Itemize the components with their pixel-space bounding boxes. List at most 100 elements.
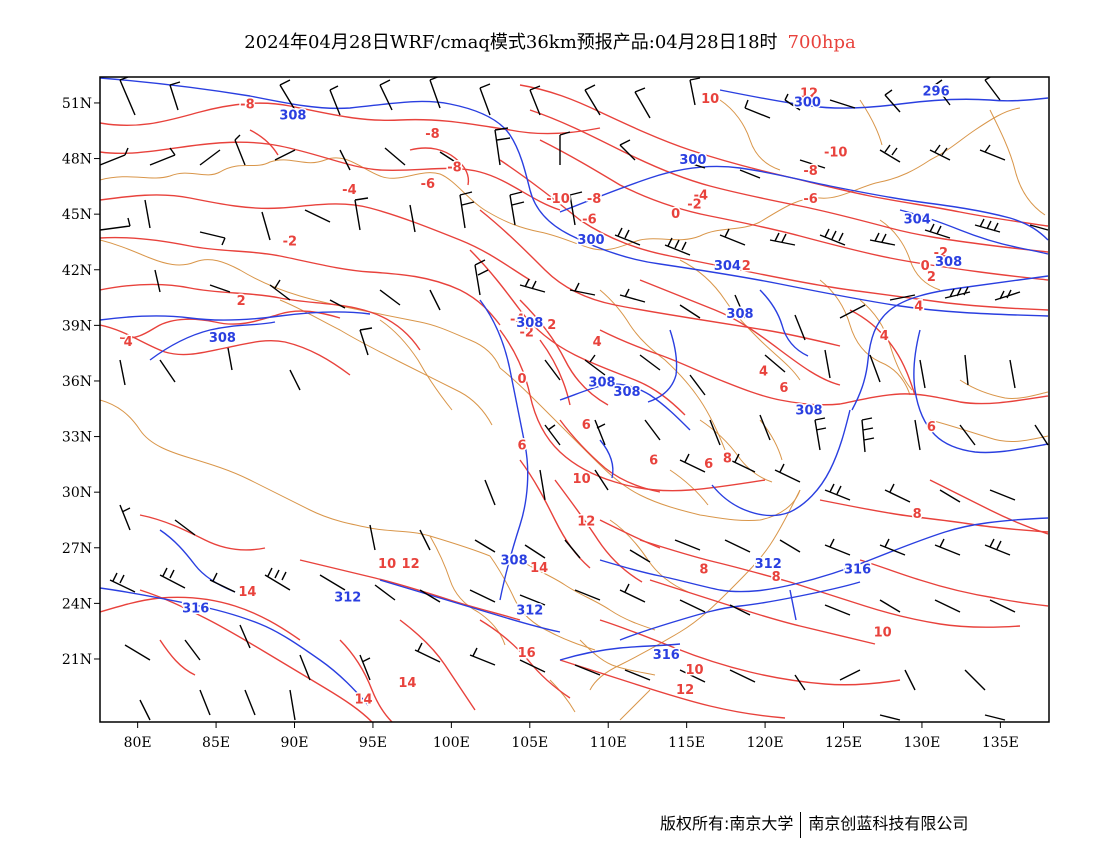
height-contour-label: 300 (679, 153, 706, 168)
temperature-contour-label: 8 (772, 570, 781, 585)
height-contour-label: 312 (334, 591, 361, 606)
height-contour-label: 312 (755, 557, 782, 572)
temperature-contour-label: 10 (701, 92, 719, 107)
map-background (100, 77, 1049, 722)
x-tick-label: 125E (825, 735, 862, 751)
height-contour-label: 308 (935, 255, 962, 270)
temperature-contour-label: 14 (530, 561, 548, 576)
plot-frame (99, 76, 1050, 723)
temperature-contour-label: 4 (759, 364, 768, 379)
x-tick-label: 135E (982, 735, 1019, 751)
temperature-contour-label: 2 (547, 318, 556, 333)
temperature-contour-label: 8 (913, 507, 922, 522)
temperature-contour-label: 12 (676, 683, 694, 698)
temperature-contour-label: -10 (546, 192, 570, 207)
wind-barbs (100, 77, 1049, 721)
y-tick-label: 36N (62, 374, 92, 390)
height-contour-label: 308 (613, 385, 640, 400)
temperature-contour-label: -6 (421, 177, 435, 192)
height-contour-label: 308 (501, 554, 528, 569)
y-axis: 51N 48N 45N 42N 39N 36N 33N 30N 27N 24N 21N (62, 96, 100, 668)
temperature-contour-label: 16 (518, 646, 536, 661)
temperature-contour-label: 14 (354, 693, 372, 708)
temperature-contour-label: 8 (723, 452, 732, 467)
temperature-contour-label: 12 (402, 557, 420, 572)
temperature-contour-label: 10 (685, 663, 703, 678)
height-contours (100, 77, 1049, 706)
y-tick-label: 39N (62, 318, 92, 334)
x-axis: 80E 85E 90E 95E 100E 105E 110E 115E 120E 125E 130E… (124, 722, 1019, 751)
temperature-contour-label: -2 (283, 235, 297, 250)
temperature-contour-label: 10 (573, 472, 591, 487)
title-level: 700hpa (787, 32, 856, 53)
y-tick-label: 48N (62, 152, 92, 168)
temperature-contour-label: -10 (824, 146, 848, 161)
x-tick-label: 100E (433, 735, 470, 751)
temperature-contour-label: 2 (237, 294, 246, 309)
x-tick-label: 110E (590, 735, 627, 751)
temperature-contour-label: -8 (240, 98, 254, 113)
temperature-contour-label: 0 (517, 372, 526, 387)
x-tick-label: 120E (747, 735, 784, 751)
temperature-contour-label: -8 (587, 192, 601, 207)
temperature-contour-label: 10 (874, 626, 892, 641)
temperature-contour-label: -6 (582, 212, 596, 227)
y-tick-label: 30N (62, 485, 92, 501)
temperature-contour-label: -8 (803, 164, 817, 179)
temperature-contour-label: 6 (582, 418, 591, 433)
temperature-contour-label: 6 (927, 420, 936, 435)
copyright-footer: 版权所有:南京大学 南京创蓝科技有限公司 (660, 810, 968, 838)
temperature-contour-label: 2 (742, 259, 751, 274)
footer-left: 版权所有:南京大学 (660, 814, 794, 833)
y-tick-label: 42N (62, 263, 92, 279)
height-contour-label: 308 (279, 109, 306, 124)
height-contour-label: 316 (844, 563, 871, 578)
temperature-contour-label: -6 (803, 192, 817, 207)
x-tick-label: 130E (903, 735, 940, 751)
height-labels: 3083002963003003043083043083083083083083… (181, 83, 964, 665)
height-contour-label: 300 (794, 96, 821, 111)
height-contour-label: 308 (588, 376, 615, 391)
footer-right: 南京创蓝科技有限公司 (808, 814, 969, 833)
temperature-contour-label: 0 (671, 207, 680, 222)
temperature-contour-label: -4 (510, 313, 524, 328)
x-tick-label: 105E (511, 735, 548, 751)
height-contour-label: 312 (516, 604, 543, 619)
height-contour-label: 316 (653, 648, 680, 663)
x-tick-label: 115E (668, 735, 705, 751)
temperature-contour-label: -8 (447, 161, 461, 176)
temperature-contour-label: 2 (927, 270, 936, 285)
y-tick-label: 21N (62, 652, 92, 668)
x-tick-label: 95E (359, 735, 387, 751)
height-contour-label: 304 (714, 259, 741, 274)
height-contour-label: 304 (904, 212, 931, 227)
temperature-contour-label: 0 (921, 259, 930, 274)
temperature-contour-label: -8 (425, 127, 439, 142)
y-tick-label: 24N (62, 596, 92, 612)
temperature-contour-label: 14 (398, 676, 416, 691)
y-tick-label: 45N (62, 207, 92, 223)
height-contour-label: 300 (577, 233, 604, 248)
temperature-contour-label: 4 (880, 329, 889, 344)
temperature-contour-label: 6 (779, 381, 788, 396)
chart-title: 2024年04月28日WRF/cmaq模式36km预报产品:04月28日18时 7… (0, 28, 1100, 54)
y-tick-label: 33N (62, 430, 92, 446)
temperature-contour-label: 14 (238, 585, 256, 600)
x-tick-label: 80E (124, 735, 152, 751)
temperature-contour-label: 4 (593, 335, 602, 350)
temperature-contour-label: 4 (124, 335, 133, 350)
height-contour-label: 308 (795, 403, 822, 418)
height-contour-label: 308 (209, 331, 236, 346)
temperature-contour-label: 6 (649, 453, 658, 468)
height-contour-label: 296 (923, 85, 950, 100)
temperature-contour-label: 10 (378, 557, 396, 572)
y-tick-label: 51N (62, 96, 92, 112)
height-contour-label: 308 (516, 316, 543, 331)
y-tick-label: 27N (62, 541, 92, 557)
temperature-contour-label: 8 (699, 563, 708, 578)
temperature-contour-label: 6 (704, 457, 713, 472)
temperature-contour-label: -2 (519, 326, 533, 341)
